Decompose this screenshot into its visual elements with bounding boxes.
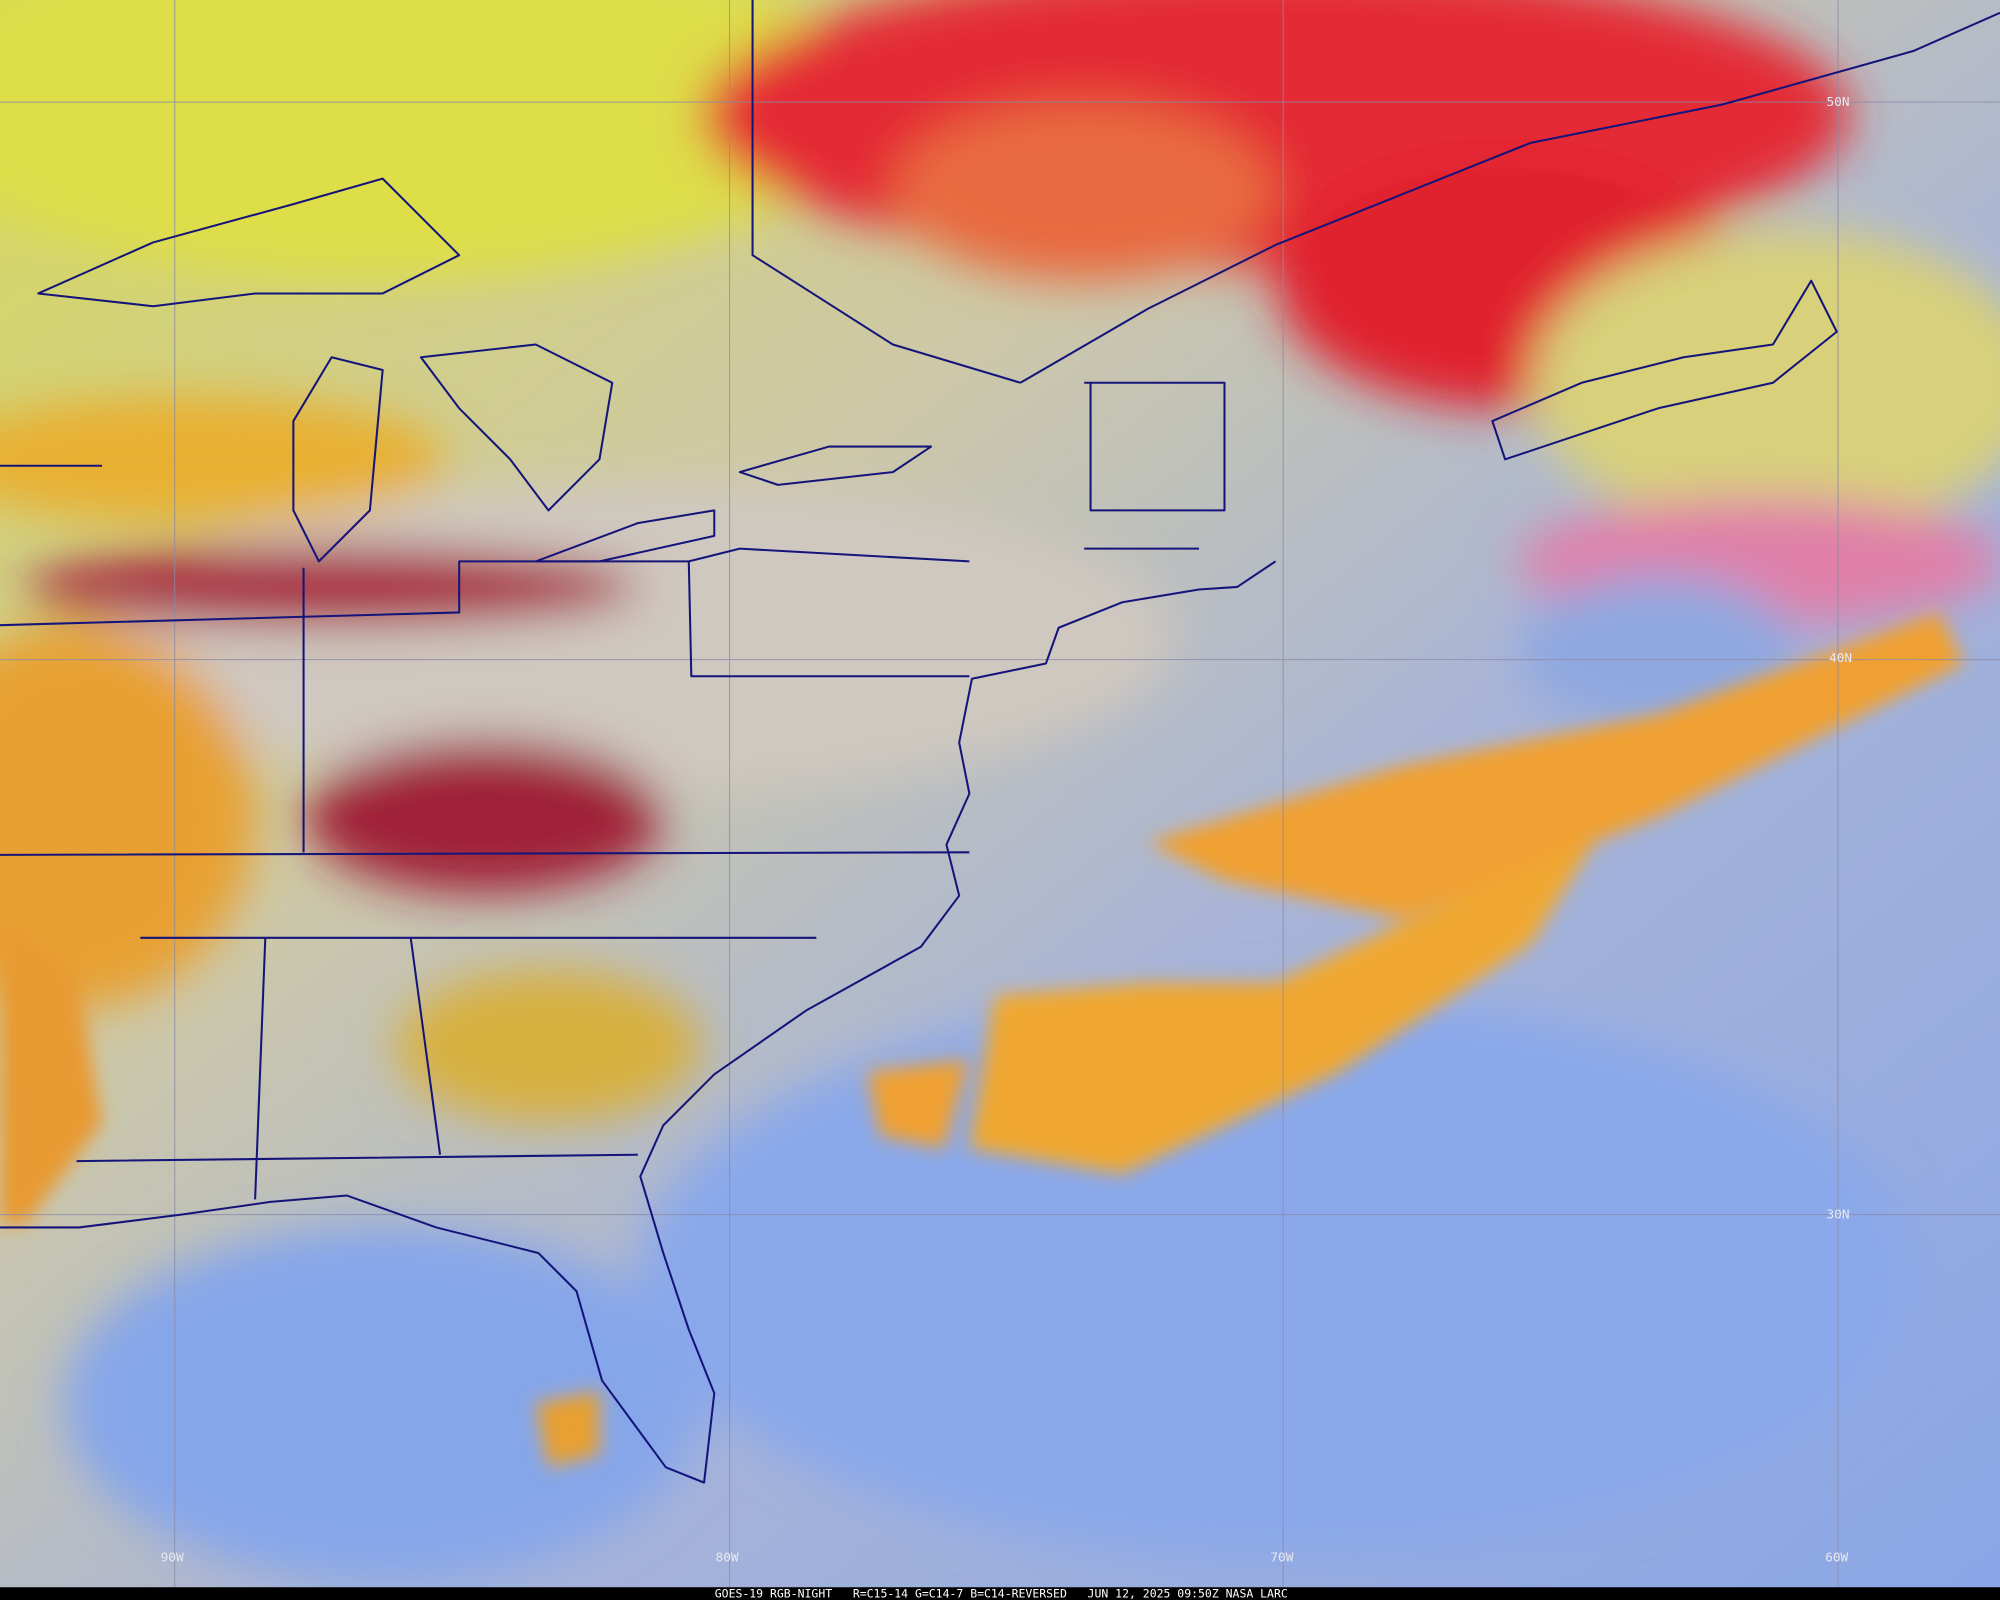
labels: 50N 40N 30N 90W 80W 70W 60W bbox=[161, 95, 1852, 1566]
footer-caption: GOES-19 RGB-NIGHT R=C15-14 G=C14-7 B=C14… bbox=[715, 1586, 1288, 1600]
longitude-label: 80W bbox=[716, 1551, 739, 1566]
great-lakes bbox=[37, 177, 461, 308]
great-lakes bbox=[292, 356, 384, 563]
longitude-label: 60W bbox=[1825, 1551, 1848, 1566]
boundaries bbox=[0, 0, 2000, 1484]
coastline bbox=[1019, 11, 2000, 384]
latitude-label: 40N bbox=[1829, 651, 1852, 666]
coastline bbox=[0, 560, 1277, 1484]
longitude-label: 90W bbox=[161, 1551, 184, 1566]
longitude-label: 70W bbox=[1270, 1551, 1293, 1566]
great-lakes bbox=[738, 445, 933, 486]
great-lakes bbox=[419, 343, 614, 512]
footer-bar bbox=[0, 1587, 2000, 1600]
latitude-label: 30N bbox=[1826, 1207, 1849, 1222]
latitude-label: 50N bbox=[1826, 95, 1849, 110]
coastline bbox=[1491, 279, 1838, 461]
state-line bbox=[0, 0, 1226, 1200]
